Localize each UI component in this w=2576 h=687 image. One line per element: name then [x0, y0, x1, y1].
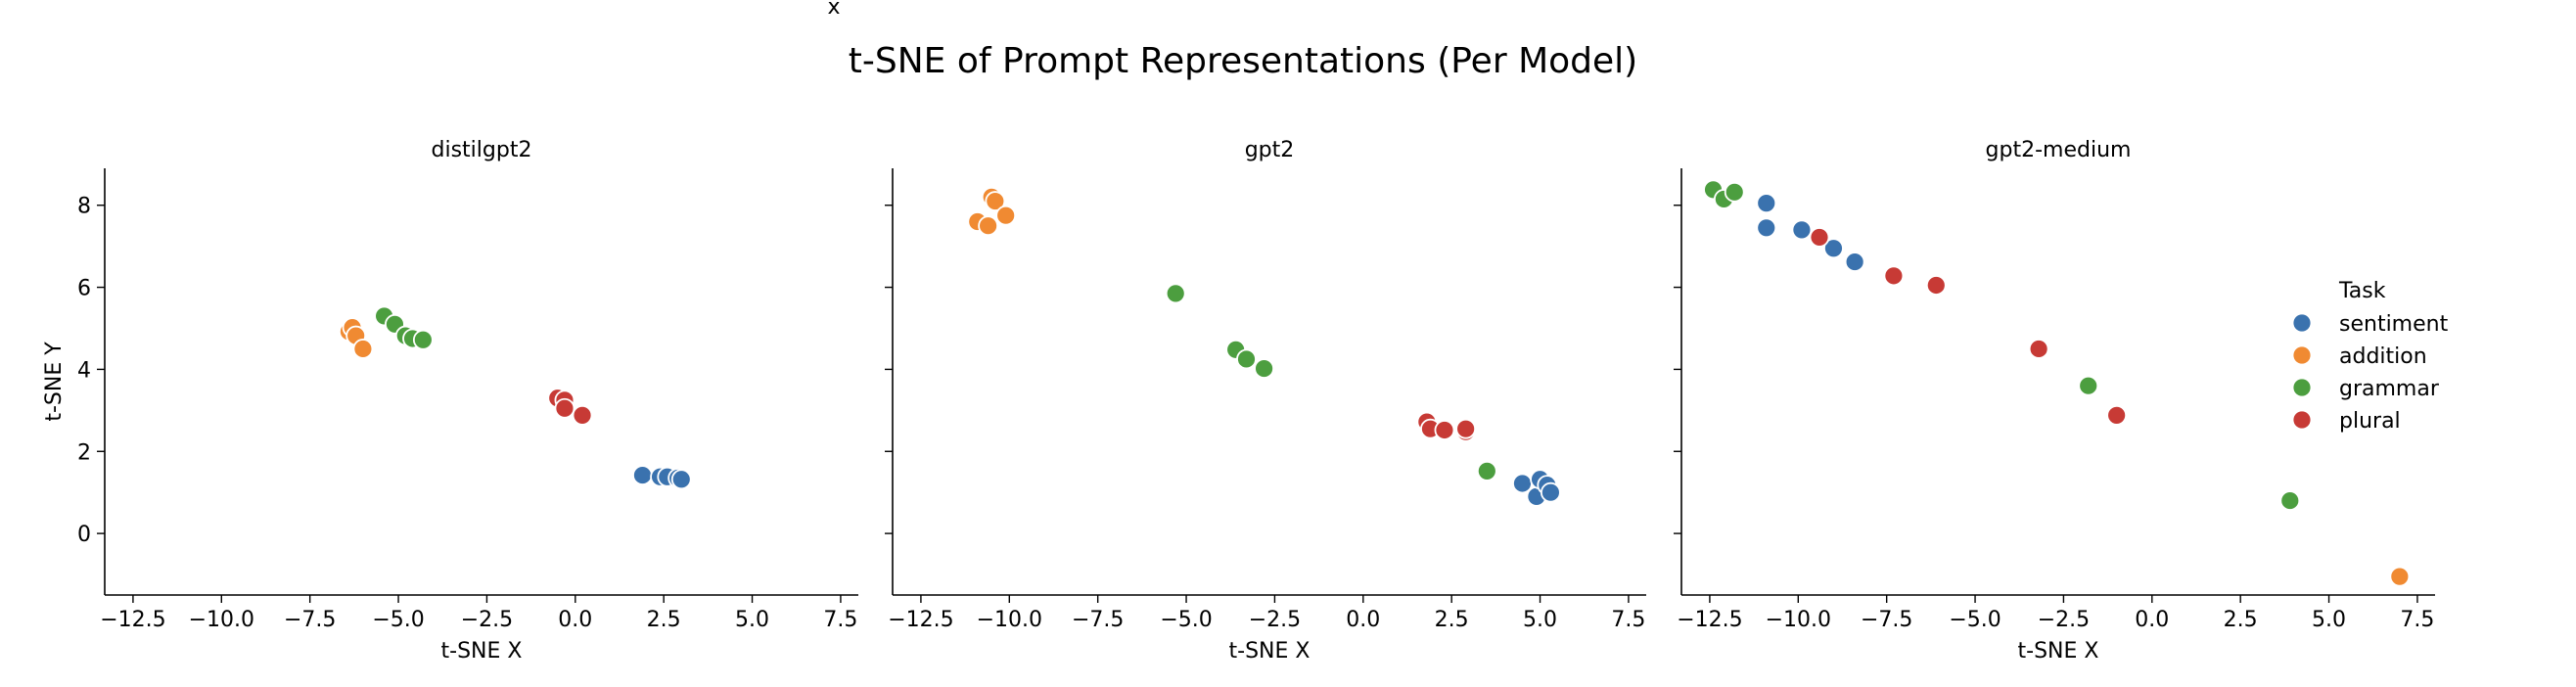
point-addition	[352, 339, 374, 359]
x-tick-label: −12.5	[888, 608, 953, 632]
y-tick-label: 6	[77, 277, 91, 301]
x-tick-label: 0.0	[1346, 608, 1380, 632]
legend-item-grammar: grammar	[2291, 377, 2440, 401]
points-distilgpt2	[339, 305, 692, 490]
point-sentiment	[1791, 219, 1813, 241]
points-gpt2	[967, 186, 1561, 507]
legend-label: grammar	[2339, 377, 2440, 401]
legend-label: plural	[2339, 409, 2401, 434]
x-tick-label: −5.0	[372, 608, 424, 632]
point-grammar	[1724, 181, 1745, 203]
point-plural	[2106, 404, 2128, 426]
panel-distilgpt2: distilgpt2 −12.5 −10.0 −7.5 −5.0 −2.5 0.0 2.5 5.…	[42, 138, 858, 664]
point-plural	[1925, 275, 1947, 296]
x-tick-label: −12.5	[1677, 608, 1742, 632]
x-tick-label: 2.5	[2224, 608, 2258, 632]
panel-title-gpt2-medium: gpt2-medium	[1986, 138, 2132, 162]
point-addition	[985, 191, 1006, 211]
y-tick-label: 4	[77, 358, 91, 383]
legend-label: addition	[2339, 344, 2427, 369]
legend-marker	[2291, 312, 2313, 334]
point-grammar	[2078, 375, 2099, 396]
figure-title: t-SNE of Prompt Representations (Per Mod…	[849, 41, 1637, 81]
x-tick-label: −7.5	[1072, 608, 1124, 632]
x-tick-label: 2.5	[647, 608, 681, 632]
point-plural	[1809, 227, 1830, 248]
point-sentiment	[632, 465, 653, 485]
point-sentiment	[670, 469, 692, 490]
panel-title-distilgpt2: distilgpt2	[432, 138, 532, 162]
points-gpt2-medium	[1703, 179, 2411, 587]
x-tick-label: 7.5	[1611, 608, 1645, 632]
x-tick-label: −2.5	[2038, 608, 2090, 632]
point-grammar	[412, 329, 434, 350]
legend-marker	[2291, 409, 2313, 431]
x-tick-label: 5.0	[2312, 608, 2346, 632]
legend-marker	[2291, 344, 2313, 366]
x-tick-label: −12.5	[100, 608, 165, 632]
x-tick-label: −5.0	[1949, 608, 2001, 632]
point-plural	[1883, 265, 1905, 287]
x-tick-label: 5.0	[1523, 608, 1557, 632]
panel-gpt2-medium: gpt2-medium −12.5 −10.0 −7.5 −5.0 −2.5 0.0 2.5 5…	[1674, 138, 2435, 664]
legend-item-sentiment: sentiment	[2291, 312, 2449, 337]
point-plural	[554, 397, 575, 419]
x-tick-label: −10.0	[977, 608, 1042, 632]
x-tick-label: −10.0	[1766, 608, 1831, 632]
point-sentiment	[1756, 193, 1777, 214]
point-plural	[572, 404, 593, 426]
point-addition	[995, 205, 1017, 226]
x-tick-label: 0.0	[558, 608, 592, 632]
point-addition	[978, 215, 999, 237]
x-axis-label: t-SNE X	[1229, 639, 1311, 664]
point-plural	[2028, 339, 2049, 359]
panels-group: distilgpt2 −12.5 −10.0 −7.5 −5.0 −2.5 0.0 2.5 5.…	[42, 138, 2435, 664]
legend-title: Task	[2338, 279, 2386, 303]
legend: Task sentiment addition grammar plural	[2291, 279, 2449, 434]
x-tick-label: 5.0	[735, 608, 769, 632]
x-tick-label: 7.5	[823, 608, 857, 632]
point-grammar	[1236, 348, 1257, 370]
legend-marker	[2291, 377, 2313, 398]
y-tick-label: 0	[77, 523, 91, 547]
x-axis-label: t-SNE X	[2018, 639, 2099, 664]
point-grammar	[2279, 490, 2301, 511]
x-tick-label: −7.5	[284, 608, 336, 632]
x-tick-label: −5.0	[1160, 608, 1212, 632]
legend-item-addition: addition	[2291, 344, 2427, 369]
legend-label: sentiment	[2339, 312, 2449, 337]
x-tick-label: 2.5	[1435, 608, 1469, 632]
point-plural	[1455, 418, 1477, 439]
x-tick-label: 0.0	[2135, 608, 2169, 632]
point-grammar	[1476, 460, 1497, 481]
y-axis-label: t-SNE Y	[42, 342, 67, 422]
legend-item-plural: plural	[2291, 409, 2401, 434]
panel-gpt2: gpt2 −12.5 −10.0 −7.5 −5.0 −2.5 0.0 2.5 5.0 7.5 t-…	[885, 138, 1646, 664]
y-tick-label: 2	[77, 440, 91, 465]
x-tick-label: −2.5	[1249, 608, 1301, 632]
x-tick-label: −7.5	[1861, 608, 1912, 632]
point-sentiment	[1540, 481, 1561, 503]
y-tick-label: 8	[77, 195, 91, 219]
point-sentiment	[1844, 252, 1865, 272]
point-sentiment	[1823, 238, 1844, 259]
x-tick-label: −2.5	[461, 608, 513, 632]
point-grammar	[1254, 358, 1274, 379]
panel-title-gpt2: gpt2	[1245, 138, 1295, 162]
point-plural	[1434, 420, 1455, 440]
x-tick-label: 7.5	[2400, 608, 2434, 632]
x-tick-label: −10.0	[189, 608, 254, 632]
x-axis-label: t-SNE X	[441, 639, 523, 664]
stray-label: x	[827, 0, 840, 20]
point-grammar	[1165, 283, 1186, 304]
point-sentiment	[1756, 217, 1777, 239]
point-addition	[2389, 566, 2411, 587]
